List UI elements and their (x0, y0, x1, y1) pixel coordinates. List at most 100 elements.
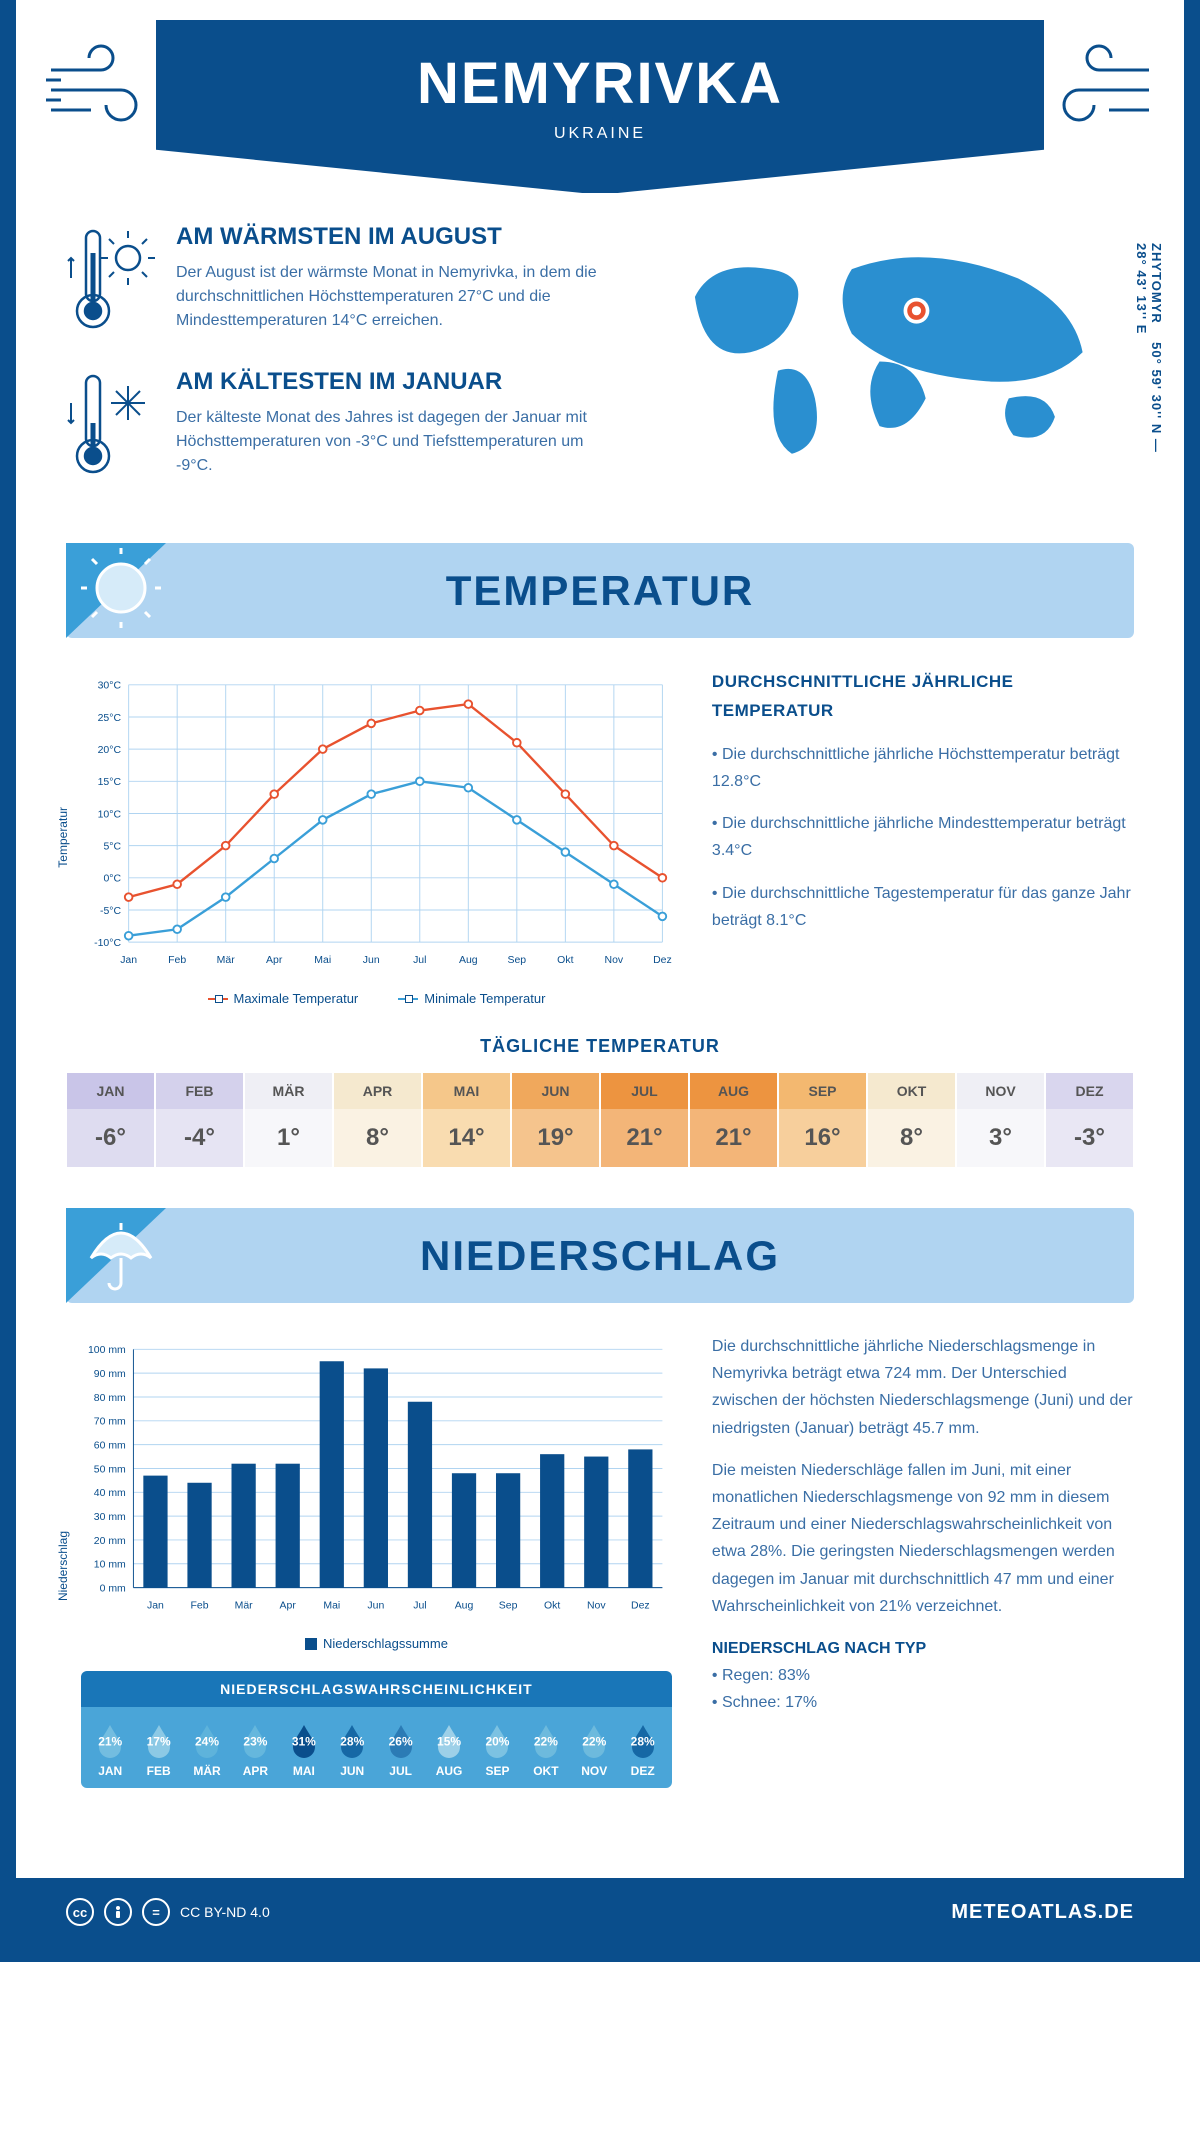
thermometer-snow-icon (66, 368, 156, 483)
coordinates-text: ZHYTOMYR 50° 59' 30'' N — 28° 43' 13'' E (1134, 243, 1164, 468)
temp-cell: AUG21° (689, 1072, 778, 1168)
temp-cell-value: 19° (512, 1109, 599, 1167)
footer: cc = CC BY-ND 4.0 METEOATLAS.DE (16, 1878, 1184, 1946)
drop-pct: 28% (631, 1734, 655, 1748)
svg-text:Okt: Okt (544, 1601, 560, 1612)
drop-month: MÄR (183, 1764, 231, 1778)
drop-icon: 31% (286, 1722, 322, 1758)
precip-type-line: • Regen: 83% (712, 1662, 1134, 1689)
drop-pct: 17% (147, 1734, 171, 1748)
precip-legend: Niederschlagssumme (81, 1636, 672, 1651)
temp-cell: JAN-6° (66, 1072, 155, 1168)
svg-text:Dez: Dez (631, 1601, 650, 1612)
temp-cell-month: JAN (67, 1073, 154, 1109)
svg-text:Feb: Feb (191, 1601, 209, 1612)
precip-probability: NIEDERSCHLAGSWAHRSCHEINLICHKEIT 21%JAN17… (81, 1671, 672, 1788)
city-title: NEMYRIVKA (156, 50, 1044, 117)
precip-title: NIEDERSCHLAG (196, 1232, 1134, 1280)
daily-temp-title: TÄGLICHE TEMPERATUR (66, 1036, 1134, 1057)
svg-text:Aug: Aug (459, 955, 478, 966)
svg-text:Mai: Mai (323, 1601, 340, 1612)
drop-month: JUL (376, 1764, 424, 1778)
footer-site: METEOATLAS.DE (951, 1901, 1134, 1924)
wind-icon-left (46, 40, 156, 135)
drop-month: OKT (522, 1764, 570, 1778)
drop-month: FEB (134, 1764, 182, 1778)
temp-side-text: DURCHSCHNITTLICHE JÄHRLICHE TEMPERATUR •… (712, 668, 1134, 1006)
temp-line-chart: -10°C-5°C0°C5°C10°C15°C20°C25°C30°CJanFe… (81, 668, 672, 978)
page-border: NEMYRIVKA UKRAINE AM WÄRMSTEN IM AUGUST … (0, 0, 1200, 1962)
svg-text:Okt: Okt (557, 955, 573, 966)
precip-ylabel: Niederschlag (56, 1531, 70, 1601)
warmest-title: AM WÄRMSTEN IM AUGUST (176, 223, 604, 251)
svg-text:Jul: Jul (413, 1601, 426, 1612)
precip-p2: Die meisten Niederschläge fallen im Juni… (712, 1457, 1134, 1620)
temp-cell: NOV3° (956, 1072, 1045, 1168)
drop-month: APR (231, 1764, 279, 1778)
temp-cell-month: SEP (779, 1073, 866, 1109)
precip-chart: Niederschlag 0 mm10 mm20 mm30 mm40 mm50 … (66, 1333, 672, 1788)
precip-banner: NIEDERSCHLAG (66, 1208, 1134, 1303)
drop-pct: 22% (534, 1734, 558, 1748)
temp-cell: OKT8° (867, 1072, 956, 1168)
svg-text:5°C: 5°C (103, 841, 121, 852)
temp-cell-month: AUG (690, 1073, 777, 1109)
svg-text:Nov: Nov (587, 1601, 606, 1612)
drop-cell: 26% JUL (376, 1722, 424, 1778)
drop-cell: 24%MÄR (183, 1722, 231, 1778)
legend-item: Minimale Temperatur (398, 991, 545, 1006)
drop-pct: 23% (243, 1734, 267, 1748)
legend-label: Niederschlagssumme (323, 1636, 448, 1651)
drop-icon: 28% (625, 1722, 661, 1758)
svg-text:Sep: Sep (499, 1601, 518, 1612)
svg-text:15°C: 15°C (98, 777, 122, 788)
temp-cell: APR8° (333, 1072, 422, 1168)
svg-text:40 mm: 40 mm (94, 1488, 126, 1499)
drop-pct: 31% (292, 1734, 316, 1748)
drop-icon: 28% (334, 1722, 370, 1758)
temp-cell-month: FEB (156, 1073, 243, 1109)
temp-cell-value: -3° (1046, 1109, 1133, 1167)
drop-cell: 28%JUN (328, 1722, 376, 1778)
temp-cell: FEB-4° (155, 1072, 244, 1168)
drop-cell: 20% SEP (473, 1722, 521, 1778)
temp-cell-value: 8° (868, 1109, 955, 1167)
drop-icon: 23% (237, 1722, 273, 1758)
drop-cell: 31% MAI (280, 1722, 328, 1778)
drop-icon: 26% (383, 1722, 419, 1758)
drop-cell: 22%NOV (570, 1722, 618, 1778)
svg-text:10 mm: 10 mm (94, 1560, 126, 1571)
svg-text:0°C: 0°C (103, 874, 121, 885)
drop-cell: 15%AUG (425, 1722, 473, 1778)
precip-drops-row: 21%JAN 17% FEB24%MÄR 23% APR 31% MAI28%JUN26% J… (81, 1707, 672, 1788)
drop-pct: 21% (98, 1734, 122, 1748)
temp-cell: MÄR1° (244, 1072, 333, 1168)
drop-pct: 22% (582, 1734, 606, 1748)
precip-row: Niederschlag 0 mm10 mm20 mm30 mm40 mm50 … (66, 1333, 1134, 1788)
drop-icon: 15% (431, 1722, 467, 1758)
temp-bullet: • Die durchschnittliche jährliche Höchst… (712, 741, 1134, 795)
temp-cell-value: 21° (690, 1109, 777, 1167)
drop-icon: 17% (141, 1722, 177, 1758)
sun-icon (81, 548, 161, 633)
precip-bar-chart: 0 mm10 mm20 mm30 mm40 mm50 mm60 mm70 mm8… (81, 1333, 672, 1623)
drop-month: DEZ (618, 1764, 666, 1778)
temp-chart: Temperatur -10°C-5°C0°C5°C10°C15°C20°C25… (66, 668, 672, 1006)
drop-month: SEP (473, 1764, 521, 1778)
drop-cell: 21%JAN (86, 1722, 134, 1778)
drop-month: MAI (280, 1764, 328, 1778)
temp-bullet: • Die durchschnittliche Tagestemperatur … (712, 880, 1134, 934)
svg-text:20 mm: 20 mm (94, 1536, 126, 1547)
svg-text:Apr: Apr (266, 955, 283, 966)
temp-bullets: • Die durchschnittliche jährliche Höchst… (712, 741, 1134, 934)
drop-pct: 15% (437, 1734, 461, 1748)
warmest-fact: AM WÄRMSTEN IM AUGUST Der August ist der… (66, 223, 604, 338)
svg-text:Jul: Jul (413, 955, 426, 966)
warmest-text: Der August ist der wärmste Monat in Nemy… (176, 261, 604, 333)
banner-icon-wrap (66, 543, 196, 638)
drop-pct: 20% (485, 1734, 509, 1748)
precip-side-text: Die durchschnittliche jährliche Niedersc… (712, 1333, 1134, 1788)
svg-text:70 mm: 70 mm (94, 1417, 126, 1428)
svg-text:Jun: Jun (363, 955, 380, 966)
svg-text:90 mm: 90 mm (94, 1369, 126, 1380)
